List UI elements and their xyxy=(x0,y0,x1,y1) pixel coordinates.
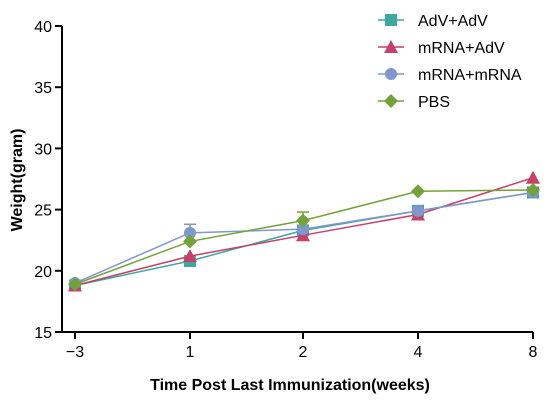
x-tick-label: 2 xyxy=(299,344,308,361)
data-point xyxy=(297,223,309,236)
y-tick-label: 25 xyxy=(34,203,52,220)
legend-marker xyxy=(385,14,397,26)
legend: AdV+AdV mRNA+AdV mRNA+mRNA PBS xyxy=(378,13,522,111)
y-tick-label: 20 xyxy=(34,264,52,281)
data-point xyxy=(184,226,196,239)
data-point xyxy=(411,184,425,199)
data-point xyxy=(526,170,540,184)
x-tick-label: −3 xyxy=(66,344,84,361)
legend-label: mRNA+AdV xyxy=(418,40,505,57)
y-tick-label: 35 xyxy=(34,80,52,97)
data-point xyxy=(68,277,82,292)
y-tick-label: 40 xyxy=(34,19,52,36)
axes xyxy=(61,26,533,333)
x-tick-label: 4 xyxy=(414,344,423,361)
y-tick-label: 15 xyxy=(34,325,52,342)
legend-label: PBS xyxy=(418,94,450,111)
y-axis-title: Weight(gram) xyxy=(9,129,26,232)
legend-marker xyxy=(384,40,398,53)
legend-marker xyxy=(385,68,397,80)
x-tick-label: 1 xyxy=(186,344,195,361)
series-pbs xyxy=(68,183,540,292)
data-point xyxy=(183,249,197,263)
series-layer xyxy=(68,170,540,292)
legend-marker xyxy=(384,94,398,108)
y-tick-label: 30 xyxy=(34,141,52,158)
legend-item: AdV+AdV xyxy=(378,13,488,30)
legend-label: AdV+AdV xyxy=(418,13,488,30)
legend-item: mRNA+AdV xyxy=(378,40,505,57)
legend-label: mRNA+mRNA xyxy=(418,67,522,84)
data-point xyxy=(183,234,197,249)
x-tick-label: 8 xyxy=(529,344,538,361)
legend-item: PBS xyxy=(378,94,450,111)
data-point xyxy=(296,213,310,228)
y-ticks: 15 20 25 30 35 40 xyxy=(34,19,62,342)
x-axis-title: Time Post Last Immunization(weeks) xyxy=(150,377,430,394)
data-point xyxy=(412,204,424,217)
data-point xyxy=(526,183,540,198)
legend-item: mRNA+mRNA xyxy=(378,67,522,84)
x-ticks: −3 1 2 4 8 xyxy=(66,332,538,361)
